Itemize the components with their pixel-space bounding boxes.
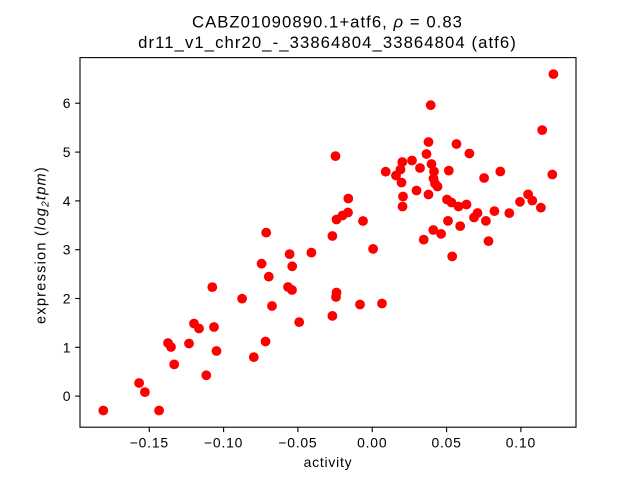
- svg-text:1: 1: [63, 339, 71, 355]
- svg-text:−0.05: −0.05: [278, 435, 317, 451]
- svg-text:activity: activity: [304, 454, 353, 470]
- svg-text:6: 6: [63, 95, 71, 111]
- svg-text:4: 4: [63, 193, 71, 209]
- svg-text:expression (log2tpm): expression (log2tpm): [34, 166, 52, 324]
- svg-text:0.00: 0.00: [357, 435, 387, 451]
- svg-text:0.10: 0.10: [506, 435, 536, 451]
- svg-text:3: 3: [63, 242, 71, 258]
- svg-text:CABZ01090890.1+atf6, ρ = 0.83: CABZ01090890.1+atf6, ρ = 0.83: [192, 12, 463, 31]
- svg-text:0.05: 0.05: [431, 435, 461, 451]
- svg-text:−0.10: −0.10: [204, 435, 243, 451]
- svg-text:0: 0: [63, 388, 71, 404]
- svg-text:5: 5: [63, 144, 71, 160]
- svg-text:2: 2: [63, 291, 71, 307]
- svg-text:dr11_v1_chr20_-_33864804_33864: dr11_v1_chr20_-_33864804_33864804 (atf6): [138, 33, 517, 52]
- svg-text:−0.15: −0.15: [130, 435, 169, 451]
